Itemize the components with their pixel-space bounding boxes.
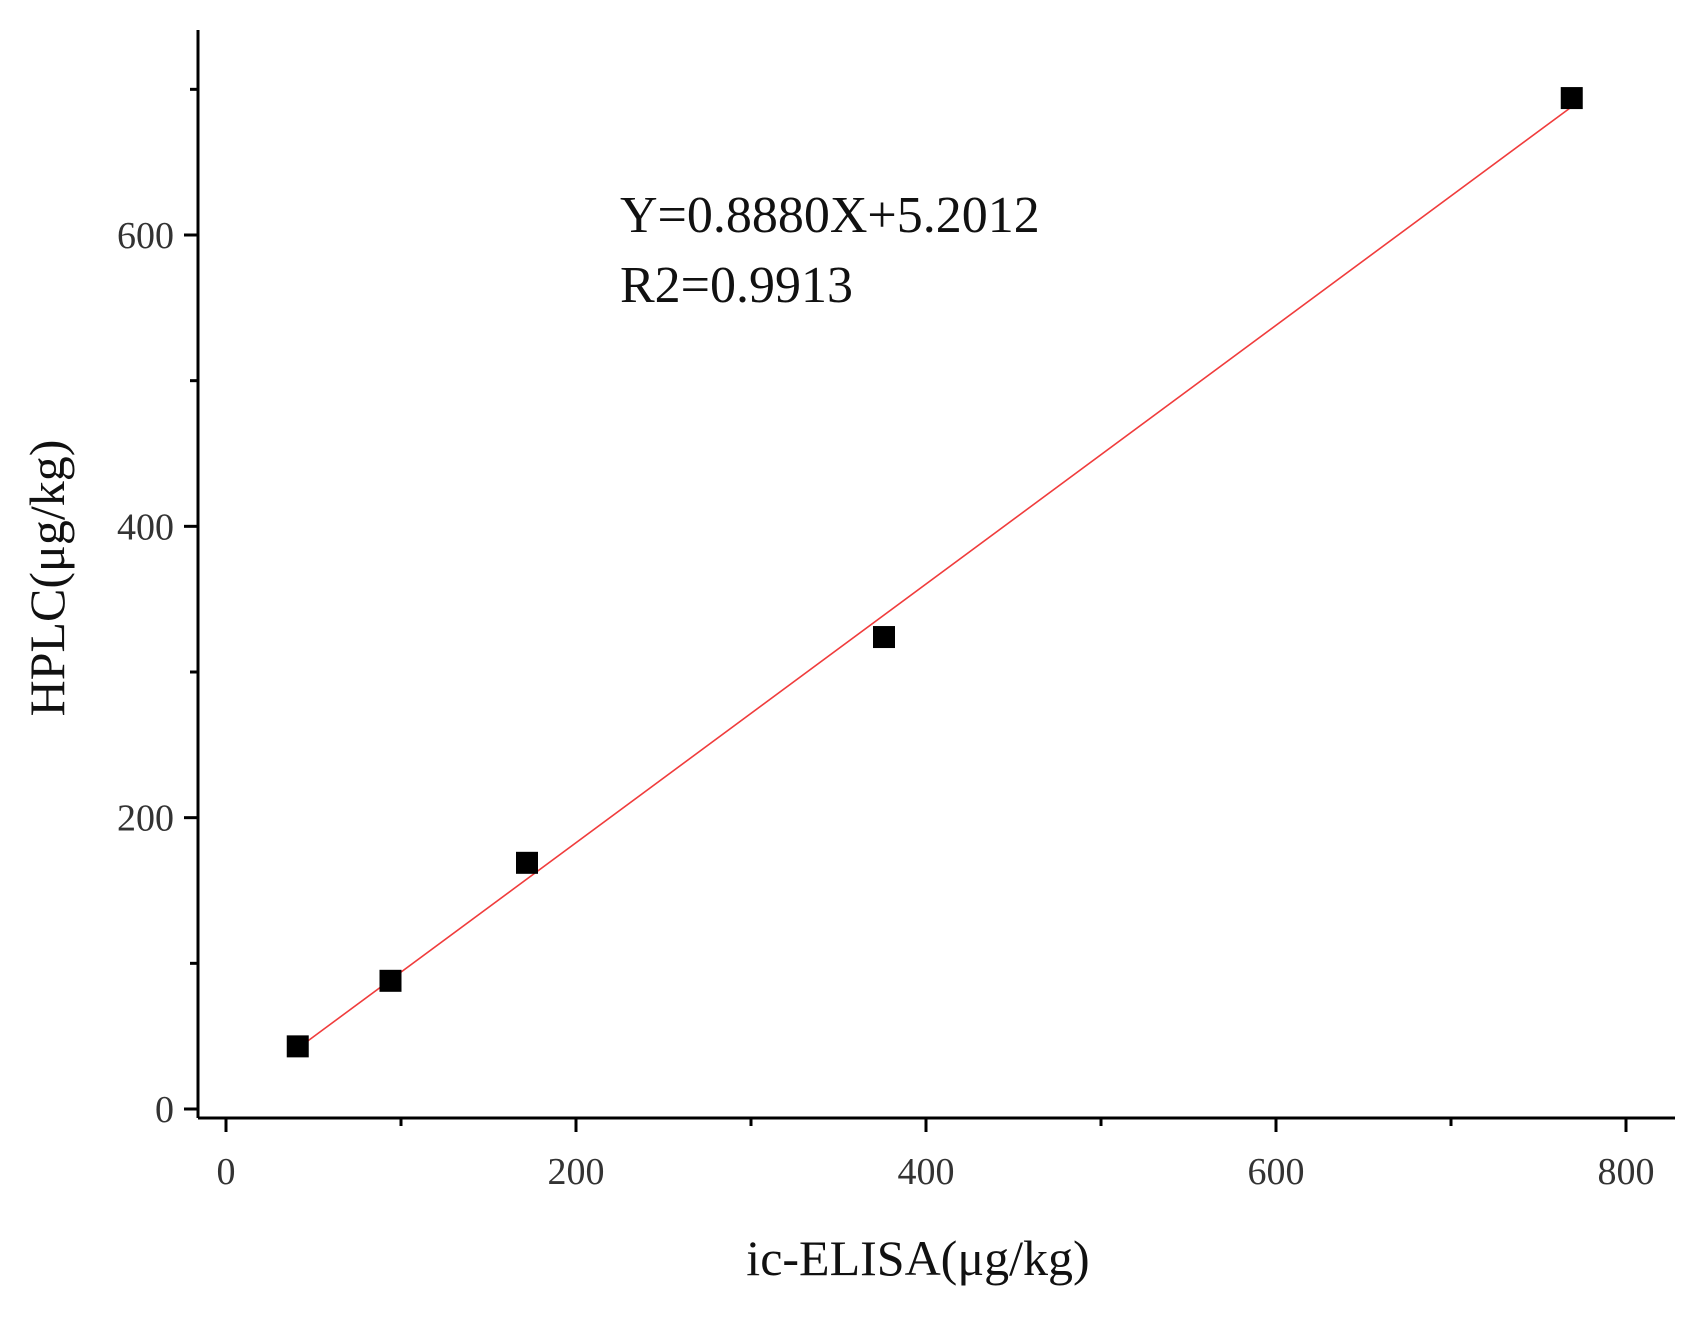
y-tick-label: 400 [117, 506, 174, 548]
data-point [286, 1035, 309, 1058]
x-ticks: 0 200 400 600 800 [217, 1118, 1655, 1193]
x-tick-label: 0 [217, 1151, 236, 1193]
x-tick-label: 200 [548, 1151, 605, 1193]
data-point [379, 969, 402, 992]
fit-line [297, 106, 1573, 1050]
x-axis-title: ic-ELISA(μg/kg) [746, 1230, 1089, 1286]
r-squared: R2=0.9913 [620, 257, 853, 314]
y-tick-label: 600 [117, 215, 174, 257]
data-point [873, 626, 895, 649]
data-point [516, 851, 538, 874]
data-point [1560, 87, 1583, 110]
y-axis-title: HPLC(μg/kg) [19, 440, 75, 717]
regression-equation: Y=0.8880X+5.2012 [620, 187, 1040, 244]
y-ticks: 0 200 400 600 [117, 87, 198, 1131]
y-tick-label: 200 [117, 798, 174, 840]
x-tick-label: 400 [898, 1151, 955, 1193]
data-points [286, 87, 1583, 1058]
x-tick-label: 800 [1598, 1151, 1655, 1193]
x-tick-label: 600 [1248, 1151, 1305, 1193]
axes [196, 30, 1675, 1120]
y-tick-label: 0 [155, 1089, 174, 1131]
